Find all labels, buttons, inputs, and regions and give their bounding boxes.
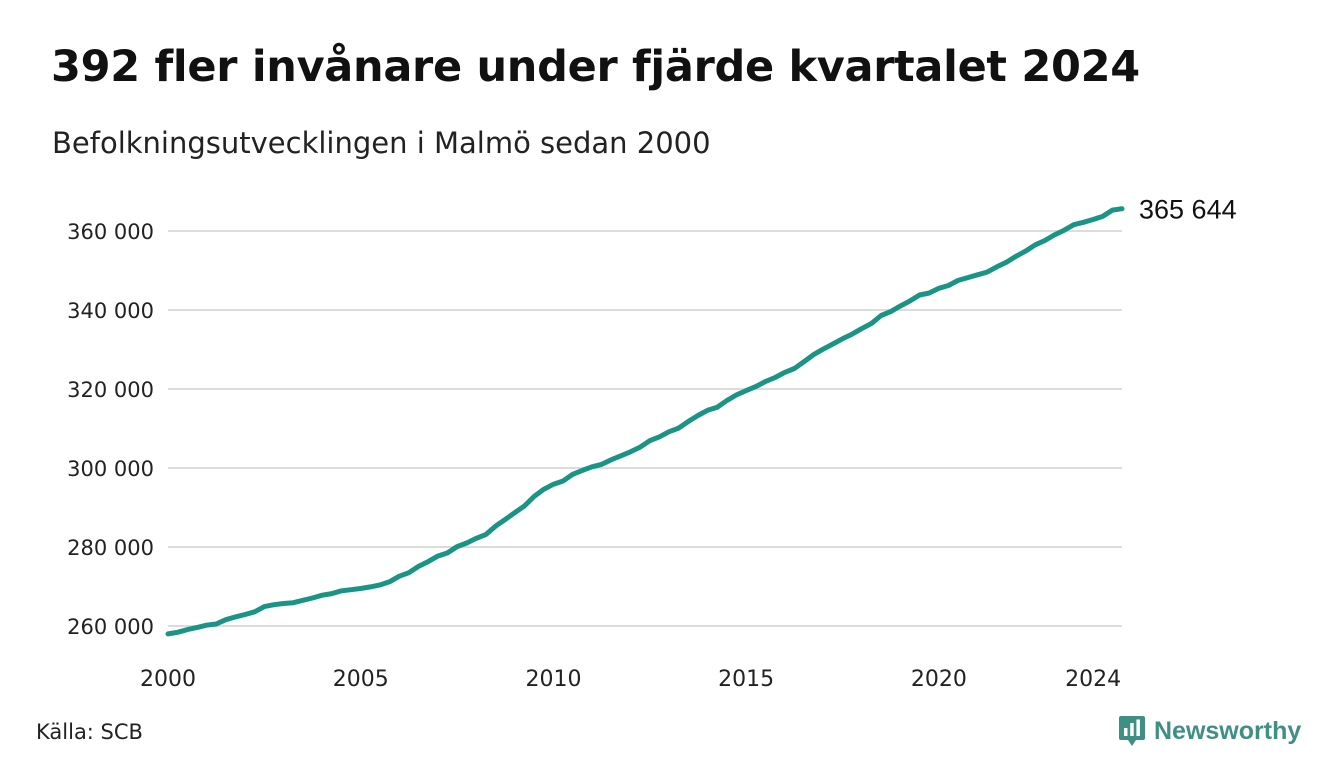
x-tick-label: 2015 <box>718 667 774 692</box>
y-tick-label: 260 000 <box>67 615 154 639</box>
y-tick-label: 300 000 <box>67 457 154 481</box>
bar-chart-icon <box>1119 716 1145 746</box>
end-label-layer: 365 644 <box>1139 195 1237 225</box>
y-axis-labels: 260 000 280 000 300 000 320 000 340 000 360 0… <box>67 220 154 639</box>
end-value-label: 365 644 <box>1139 195 1237 225</box>
brand-name: Newsworthy <box>1154 716 1302 745</box>
y-tick-label: 320 000 <box>67 378 154 402</box>
series-layer <box>165 206 1125 637</box>
gridlines <box>168 230 1122 627</box>
y-tick-label: 340 000 <box>67 299 154 323</box>
chart-subtitle: Befolkningsutvecklingen i Malmö sedan 20… <box>52 126 711 160</box>
x-tick-label: 2010 <box>525 667 581 692</box>
source-label: Källa: SCB <box>36 720 143 744</box>
population-line <box>165 206 1125 637</box>
newsworthy-logo: Newsworthy <box>1118 714 1301 748</box>
x-tick-label: 2005 <box>333 667 389 692</box>
y-tick-label: 360 000 <box>67 220 154 244</box>
x-tick-label: 2000 <box>140 667 196 692</box>
chart-title: 392 fler invånare under fjärde kvartalet… <box>51 42 1140 92</box>
x-tick-label: 2020 <box>911 667 967 692</box>
y-tick-label: 280 000 <box>67 536 154 560</box>
x-axis-labels: 2000 2005 2010 2015 2020 2024 <box>140 667 1121 692</box>
line-chart: 260 000 280 000 300 000 320 000 340 000 360 0… <box>67 195 1237 692</box>
x-tick-label: 2024 <box>1065 667 1121 692</box>
